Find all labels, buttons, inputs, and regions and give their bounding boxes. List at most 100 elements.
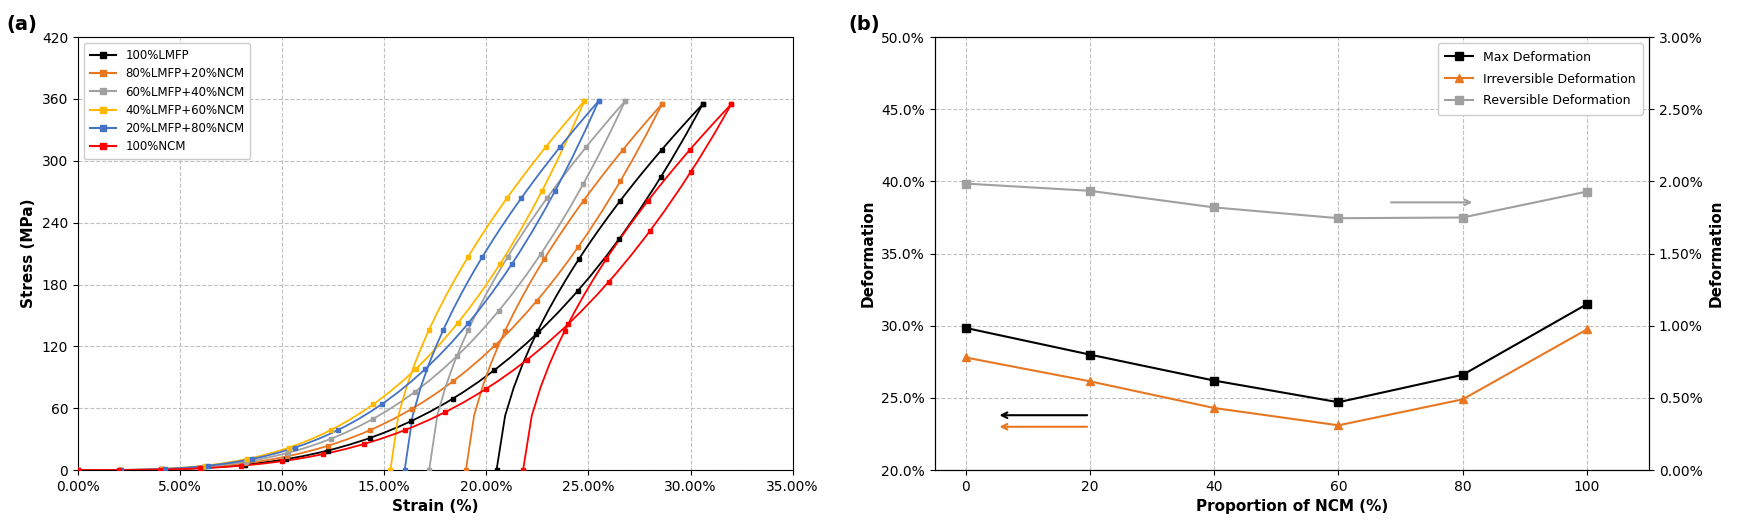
Line: 20%LMFP+80%NCM: 20%LMFP+80%NCM — [75, 99, 600, 473]
40%LMFP+60%NCM — [447, 320, 468, 326]
40%LMFP+60%NCM — [110, 467, 130, 473]
60%LMFP+40%NCM — [110, 467, 130, 473]
60%LMFP+40%NCM — [237, 458, 257, 465]
Y-axis label: Stress (MPa): Stress (MPa) — [21, 199, 37, 309]
Line: 100%NCM: 100%NCM — [75, 101, 734, 473]
100%LMFP — [275, 456, 296, 463]
60%LMFP+40%NCM — [320, 436, 341, 442]
Line: 60%LMFP+40%NCM: 60%LMFP+40%NCM — [75, 99, 628, 473]
20%LMFP+80%NCM — [327, 427, 348, 433]
Max Deformation — [1203, 378, 1224, 384]
100%LMFP — [193, 465, 214, 471]
100%NCM — [190, 465, 210, 472]
40%LMFP+60%NCM — [195, 463, 216, 469]
60%LMFP+40%NCM — [489, 307, 510, 314]
Reversible Deformation — [1078, 187, 1099, 194]
Irreversible Deformation — [1203, 405, 1224, 411]
Line: 40%LMFP+60%NCM: 40%LMFP+60%NCM — [75, 99, 586, 473]
100%NCM — [516, 356, 537, 363]
40%LMFP+60%NCM — [237, 456, 257, 463]
X-axis label: Proportion of NCM (%): Proportion of NCM (%) — [1195, 499, 1388, 515]
100%LMFP — [400, 418, 421, 424]
80%LMFP+20%NCM — [151, 466, 172, 473]
100%LMFP — [235, 461, 256, 468]
Line: Max Deformation: Max Deformation — [962, 300, 1589, 406]
60%LMFP+40%NCM — [362, 416, 383, 422]
40%LMFP+60%NCM — [320, 427, 341, 433]
Line: Reversible Deformation: Reversible Deformation — [962, 180, 1589, 222]
100%NCM — [435, 409, 456, 415]
Irreversible Deformation — [1452, 396, 1473, 402]
100%LMFP — [442, 396, 463, 402]
40%LMFP+60%NCM — [363, 401, 384, 407]
100%NCM — [598, 279, 619, 285]
Irreversible Deformation — [955, 354, 976, 361]
60%LMFP+40%NCM — [151, 466, 172, 472]
100%LMFP — [358, 435, 379, 441]
40%LMFP+60%NCM — [151, 466, 172, 472]
Legend: 100%LMFP, 80%LMFP+20%NCM, 60%LMFP+40%NCM, 40%LMFP+60%NCM, 20%LMFP+80%NCM, 100%NC: 100%LMFP, 80%LMFP+20%NCM, 60%LMFP+40%NCM… — [83, 43, 250, 159]
40%LMFP+60%NCM — [68, 467, 89, 473]
100%NCM — [68, 467, 89, 473]
Irreversible Deformation — [1327, 422, 1348, 429]
80%LMFP+20%NCM — [567, 243, 588, 250]
20%LMFP+80%NCM — [501, 261, 522, 267]
40%LMFP+60%NCM — [489, 261, 510, 267]
20%LMFP+80%NCM — [370, 401, 391, 407]
20%LMFP+80%NCM — [414, 366, 435, 372]
100%LMFP — [609, 235, 630, 242]
100%LMFP — [68, 467, 89, 473]
60%LMFP+40%NCM — [572, 181, 593, 187]
100%NCM — [231, 463, 252, 469]
Max Deformation — [1327, 399, 1348, 405]
Y-axis label: Deformation: Deformation — [861, 200, 875, 307]
100%LMFP — [650, 174, 671, 180]
100%LMFP — [692, 101, 713, 107]
100%NCM — [720, 101, 741, 107]
100%NCM — [638, 228, 659, 235]
60%LMFP+40%NCM — [447, 353, 468, 359]
60%LMFP+40%NCM — [403, 389, 424, 395]
80%LMFP+20%NCM — [68, 467, 89, 473]
100%NCM — [108, 467, 129, 473]
100%NCM — [475, 386, 496, 392]
20%LMFP+80%NCM — [457, 320, 478, 326]
100%NCM — [353, 441, 374, 447]
40%LMFP+60%NCM — [574, 98, 595, 104]
Irreversible Deformation — [1576, 326, 1596, 332]
Reversible Deformation — [1576, 189, 1596, 195]
100%NCM — [271, 458, 292, 465]
100%LMFP — [151, 466, 172, 473]
100%LMFP — [110, 467, 130, 473]
40%LMFP+60%NCM — [532, 187, 553, 194]
Reversible Deformation — [1327, 215, 1348, 221]
80%LMFP+20%NCM — [525, 298, 546, 304]
100%NCM — [150, 466, 170, 473]
20%LMFP+80%NCM — [588, 98, 609, 104]
Text: (a): (a) — [7, 15, 37, 35]
40%LMFP+60%NCM — [405, 366, 426, 372]
80%LMFP+20%NCM — [318, 442, 339, 449]
100%NCM — [313, 451, 334, 457]
80%LMFP+20%NCM — [193, 464, 214, 470]
80%LMFP+20%NCM — [360, 427, 381, 433]
20%LMFP+80%NCM — [111, 467, 132, 473]
20%LMFP+80%NCM — [242, 456, 263, 463]
X-axis label: Strain (%): Strain (%) — [391, 499, 478, 515]
Reversible Deformation — [955, 181, 976, 187]
Reversible Deformation — [1452, 215, 1473, 221]
60%LMFP+40%NCM — [530, 251, 551, 257]
80%LMFP+20%NCM — [277, 453, 297, 460]
100%NCM — [556, 321, 577, 328]
100%LMFP — [567, 288, 588, 294]
20%LMFP+80%NCM — [283, 444, 304, 451]
80%LMFP+20%NCM — [110, 467, 130, 473]
20%LMFP+80%NCM — [155, 466, 176, 472]
80%LMFP+20%NCM — [609, 178, 630, 185]
Line: Irreversible Deformation: Irreversible Deformation — [962, 326, 1589, 429]
60%LMFP+40%NCM — [193, 464, 214, 470]
20%LMFP+80%NCM — [198, 463, 219, 469]
100%LMFP — [316, 448, 337, 454]
60%LMFP+40%NCM — [68, 467, 89, 473]
60%LMFP+40%NCM — [614, 98, 635, 104]
